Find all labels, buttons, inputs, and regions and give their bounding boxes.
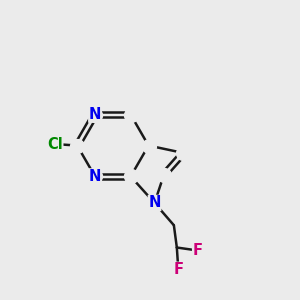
Text: N: N: [148, 195, 161, 210]
Text: Cl: Cl: [47, 136, 63, 152]
Text: N: N: [89, 169, 101, 184]
Text: N: N: [89, 107, 101, 122]
Text: F: F: [193, 243, 202, 258]
Text: F: F: [173, 262, 183, 277]
